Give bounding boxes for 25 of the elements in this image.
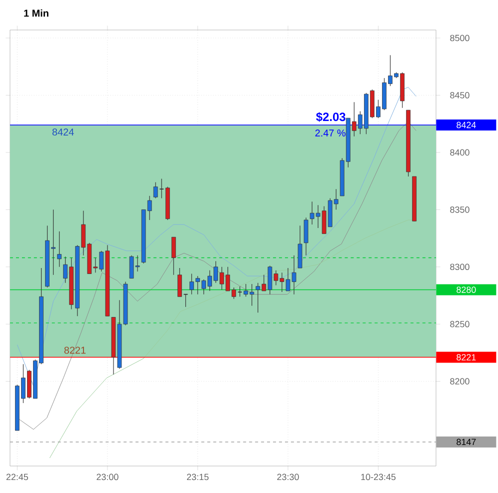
x-tick-label: 10-23:45	[361, 474, 396, 480]
x-tick-label: 23:15	[186, 474, 209, 480]
x-tick-label: 22:45	[6, 474, 28, 480]
ref-line-label: 8147	[456, 438, 476, 446]
annotation: 8424	[52, 128, 74, 136]
y-tick-label: 8350	[450, 206, 470, 213]
line-series	[16, 121, 416, 430]
y-tick-label: 8250	[450, 320, 470, 328]
y-tick-label: 8400	[450, 149, 470, 156]
ref-line-label: 8280	[456, 286, 476, 293]
annotation: 2.47 %	[315, 129, 346, 136]
candlestick	[57, 231, 62, 268]
candlestick	[171, 236, 176, 276]
chart-title: 1 Min	[24, 9, 48, 17]
y-tick-label: 8300	[450, 264, 470, 270]
x-tick-label: 23:00	[96, 474, 118, 480]
x-tick-label: 23:30	[277, 474, 299, 480]
y-tick-label: 8500	[450, 34, 470, 42]
ref-line-label: 8221	[456, 354, 476, 360]
candlestick	[304, 217, 308, 256]
y-tick-label: 8450	[450, 92, 470, 98]
ref-line-label: 8424	[456, 122, 476, 128]
y-tick-label: 8200	[450, 378, 470, 384]
annotation: 8221	[64, 346, 86, 354]
annotation: $2.03	[316, 112, 346, 122]
